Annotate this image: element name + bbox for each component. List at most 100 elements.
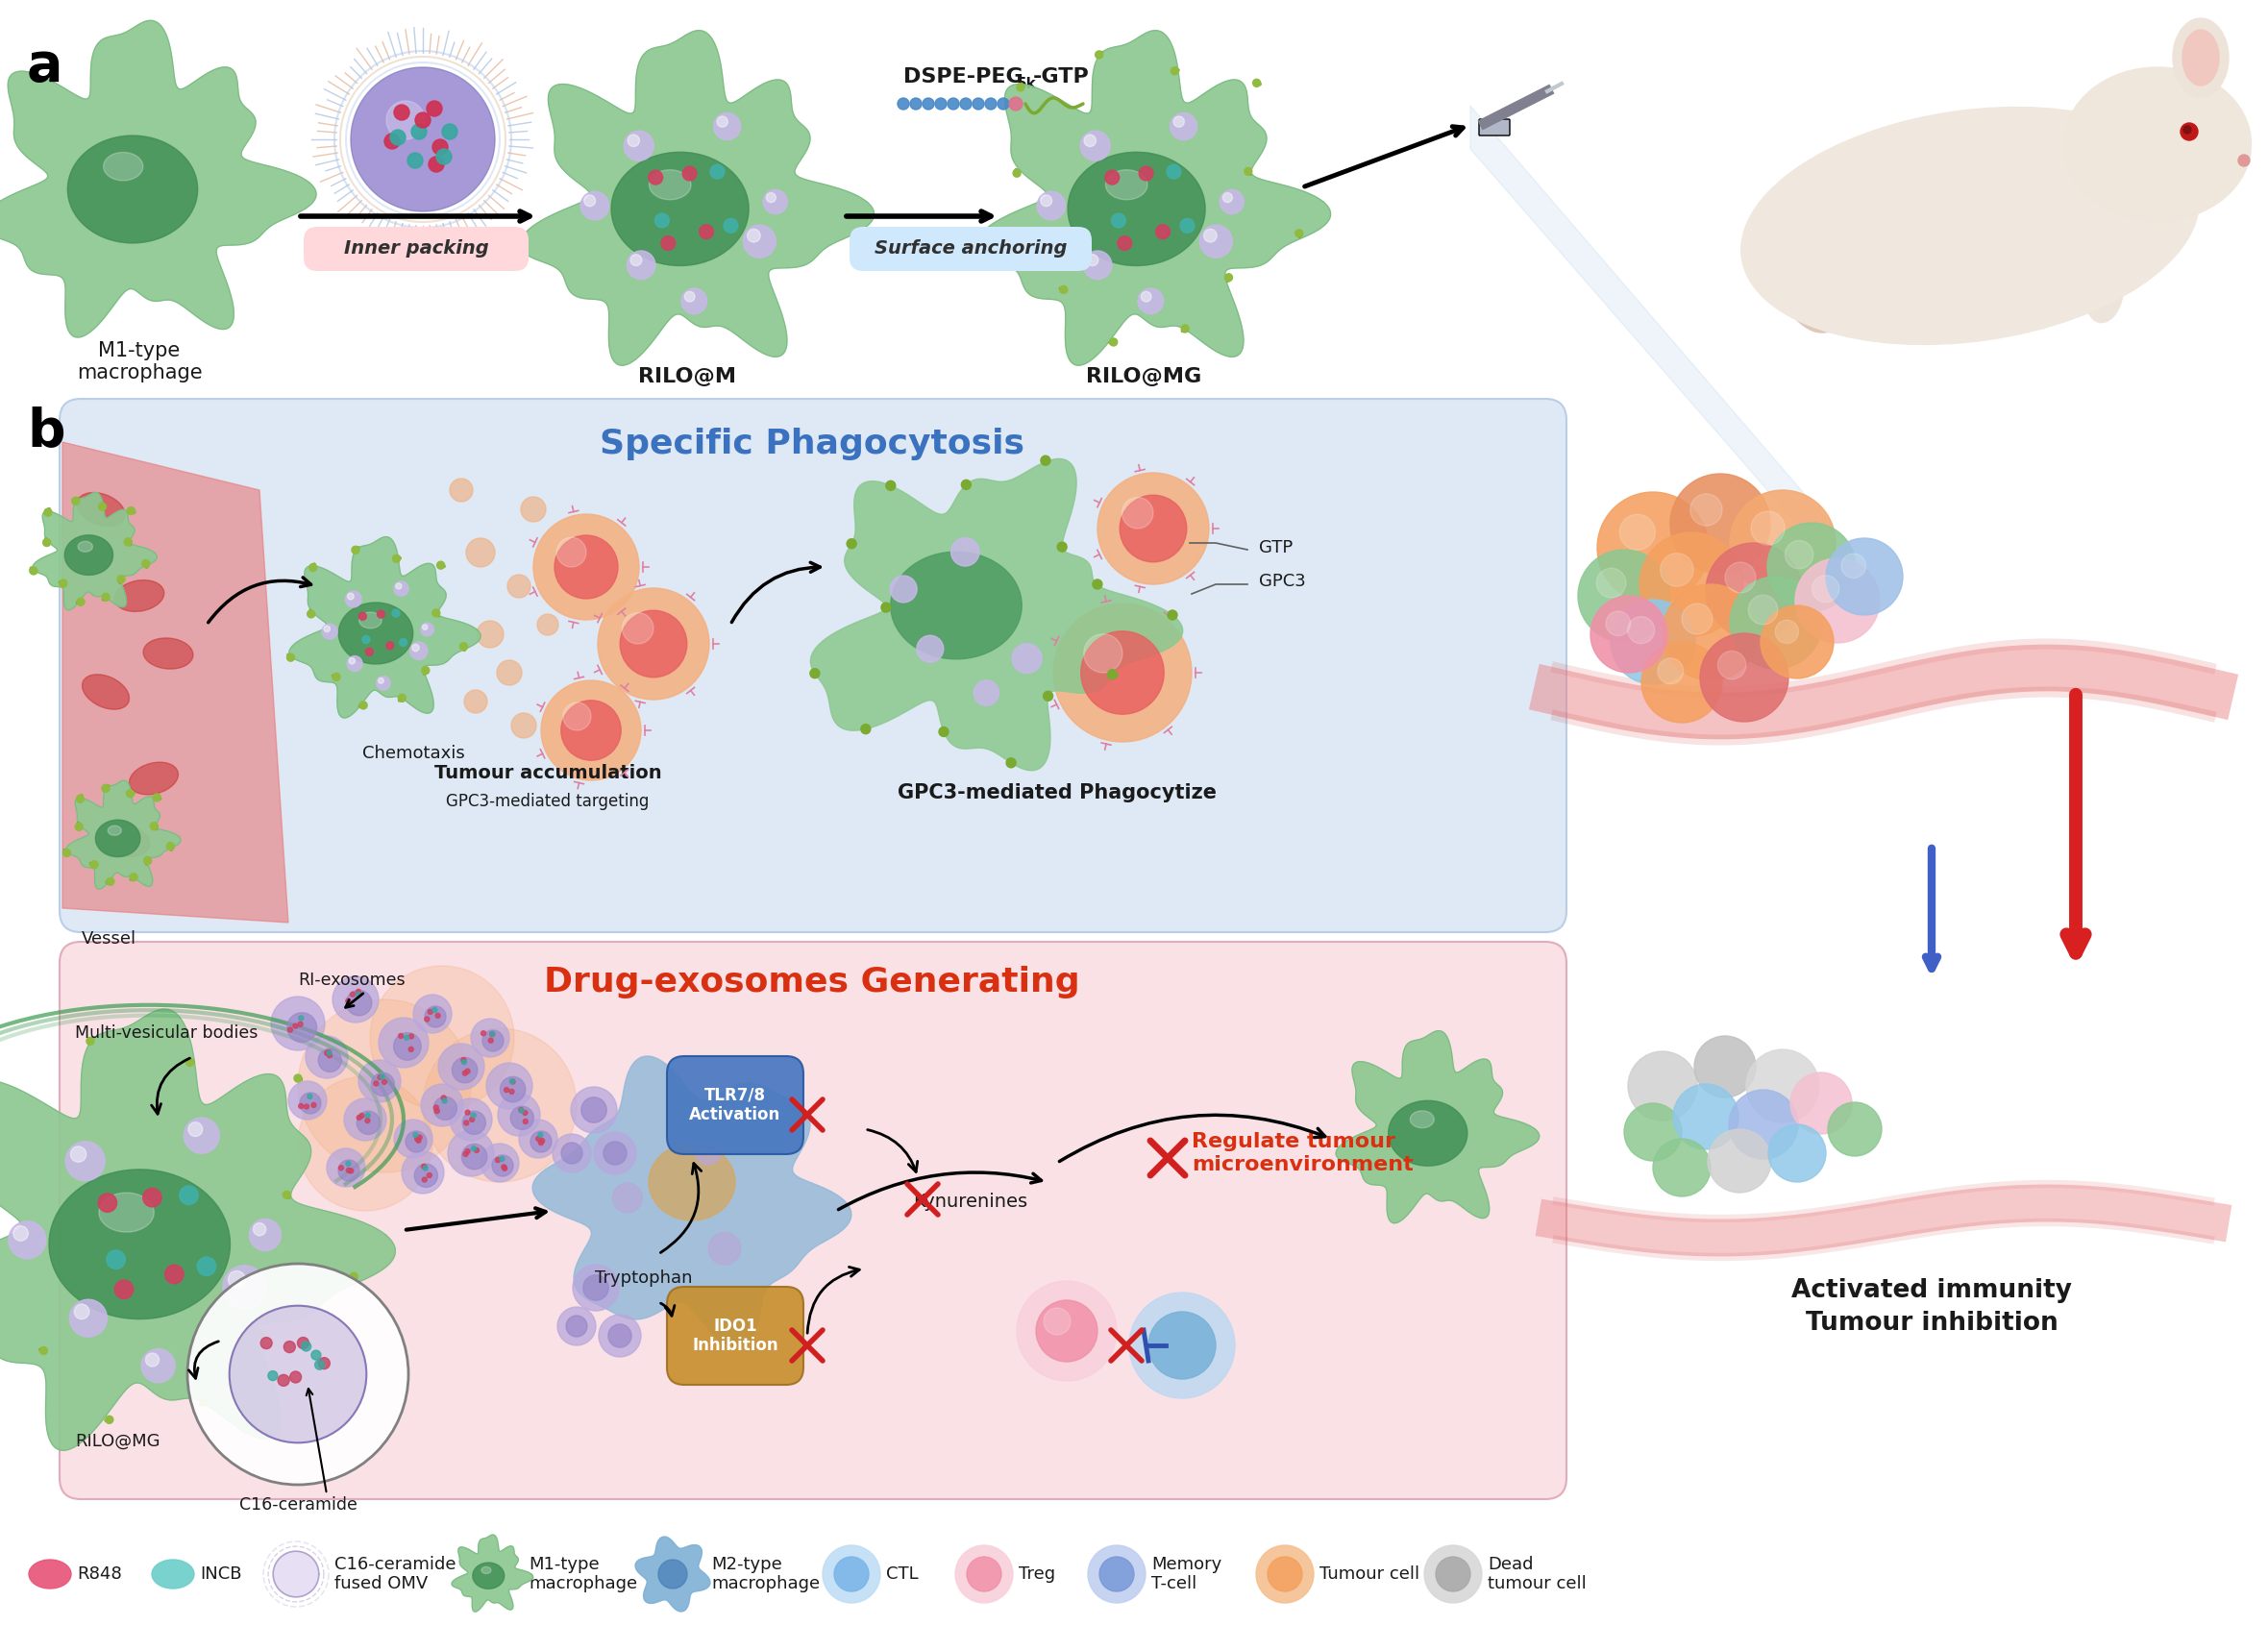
Circle shape (311, 1350, 320, 1359)
Circle shape (413, 1133, 417, 1137)
Circle shape (415, 1137, 420, 1141)
Circle shape (862, 724, 871, 733)
Circle shape (1082, 631, 1163, 714)
Polygon shape (386, 101, 424, 140)
Circle shape (442, 124, 458, 140)
Polygon shape (356, 72, 490, 207)
Circle shape (746, 229, 760, 242)
Ellipse shape (143, 637, 193, 668)
Circle shape (744, 224, 776, 257)
FancyBboxPatch shape (667, 1057, 803, 1154)
Circle shape (413, 644, 420, 652)
Circle shape (608, 1324, 631, 1348)
Circle shape (422, 1166, 429, 1171)
Circle shape (395, 582, 408, 597)
Circle shape (102, 593, 109, 602)
Ellipse shape (152, 1559, 195, 1589)
Text: M2-type
macrophage: M2-type macrophage (712, 1556, 819, 1593)
Circle shape (1610, 600, 1694, 685)
Circle shape (376, 676, 390, 689)
Text: -GTP: -GTP (1034, 67, 1089, 86)
Circle shape (395, 584, 401, 589)
Circle shape (535, 1137, 540, 1141)
Circle shape (451, 1057, 479, 1083)
Circle shape (1166, 164, 1182, 179)
Circle shape (717, 117, 728, 127)
Circle shape (1640, 532, 1744, 636)
Circle shape (404, 1036, 408, 1041)
Polygon shape (649, 1143, 735, 1221)
Circle shape (1674, 1085, 1740, 1150)
Text: Drug-exosomes Generating: Drug-exosomes Generating (544, 966, 1080, 998)
Circle shape (433, 1008, 438, 1013)
Circle shape (1043, 691, 1052, 701)
Polygon shape (810, 459, 1182, 771)
Circle shape (98, 1193, 118, 1211)
Circle shape (1084, 634, 1123, 673)
Polygon shape (290, 537, 481, 717)
Circle shape (249, 1220, 281, 1250)
Circle shape (268, 1371, 277, 1380)
Circle shape (1041, 195, 1052, 207)
Circle shape (288, 1081, 327, 1120)
Circle shape (338, 1166, 342, 1171)
Polygon shape (68, 135, 197, 242)
Circle shape (1118, 236, 1132, 250)
Polygon shape (978, 31, 1331, 366)
Circle shape (188, 1263, 408, 1485)
Circle shape (1016, 83, 1025, 91)
Circle shape (973, 680, 998, 706)
Circle shape (295, 1075, 302, 1083)
Circle shape (413, 995, 451, 1033)
Circle shape (823, 1545, 880, 1603)
Polygon shape (66, 535, 113, 576)
Circle shape (973, 98, 984, 109)
Circle shape (501, 1164, 506, 1169)
Circle shape (433, 610, 440, 616)
Circle shape (966, 1556, 1002, 1592)
Circle shape (422, 623, 433, 636)
Polygon shape (1068, 153, 1204, 265)
Circle shape (710, 164, 723, 179)
Circle shape (501, 1076, 526, 1102)
Circle shape (347, 1167, 352, 1172)
Circle shape (327, 1050, 331, 1055)
Ellipse shape (116, 580, 163, 611)
Circle shape (429, 1010, 433, 1015)
Text: TLR7/8
Activation: TLR7/8 Activation (689, 1086, 780, 1124)
Text: DSPE-PEG: DSPE-PEG (903, 67, 1023, 86)
Polygon shape (0, 21, 315, 337)
FancyBboxPatch shape (304, 226, 528, 272)
Text: C16-ceramide
fused OMV: C16-ceramide fused OMV (333, 1556, 456, 1593)
Circle shape (43, 509, 52, 515)
Circle shape (379, 1018, 429, 1068)
Circle shape (399, 694, 406, 702)
Circle shape (297, 1337, 308, 1350)
Circle shape (1182, 325, 1188, 332)
Circle shape (345, 998, 352, 1003)
Circle shape (184, 1117, 220, 1153)
Polygon shape (472, 1563, 503, 1589)
Circle shape (553, 1133, 592, 1172)
Polygon shape (533, 1057, 850, 1346)
Circle shape (411, 642, 429, 660)
Ellipse shape (2064, 67, 2252, 221)
Circle shape (1245, 167, 1252, 176)
Circle shape (510, 1089, 515, 1094)
Circle shape (699, 224, 714, 239)
Circle shape (347, 990, 372, 1016)
Circle shape (1717, 650, 1746, 680)
Circle shape (297, 1021, 304, 1026)
Circle shape (290, 1371, 302, 1382)
Circle shape (1139, 166, 1152, 180)
Circle shape (1095, 50, 1102, 59)
FancyBboxPatch shape (850, 226, 1091, 272)
Circle shape (347, 655, 363, 672)
Circle shape (465, 1150, 469, 1154)
Circle shape (392, 610, 399, 616)
Circle shape (1123, 498, 1152, 528)
Circle shape (612, 1184, 642, 1213)
Circle shape (463, 1060, 467, 1065)
Circle shape (75, 823, 84, 831)
Text: R848: R848 (77, 1566, 122, 1582)
